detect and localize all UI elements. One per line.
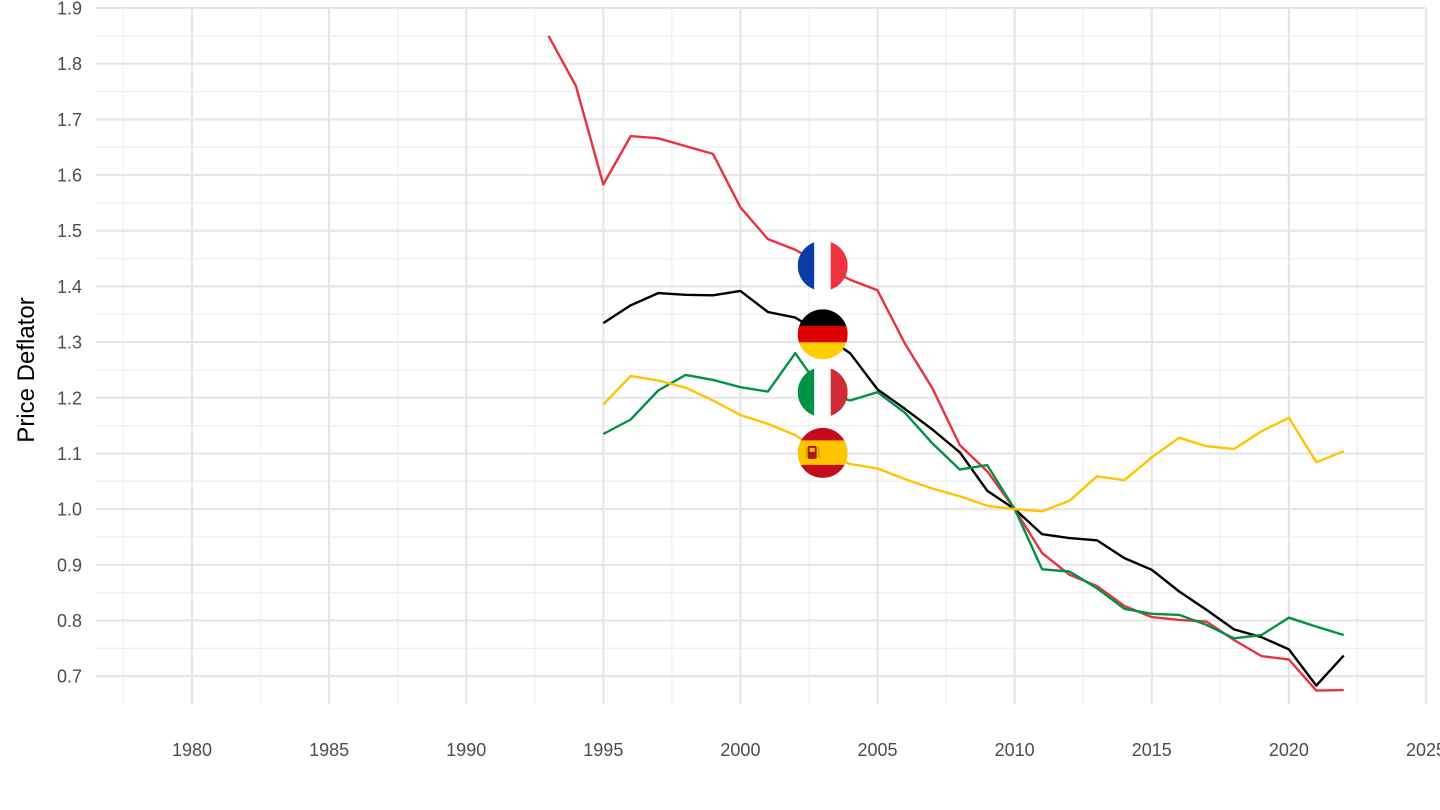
series-lines [547, 35, 1345, 692]
x-tick-label: 1980 [172, 740, 212, 760]
y-tick-label: 1.4 [57, 277, 82, 297]
series-line-france [547, 35, 1344, 692]
x-tick-label: 1990 [446, 740, 486, 760]
y-tick-label: 1.6 [57, 166, 82, 186]
y-tick-label: 0.8 [57, 611, 82, 631]
x-tick-label: 2000 [720, 740, 760, 760]
france-flag-icon [797, 240, 848, 291]
y-tick-label: 0.7 [57, 667, 82, 687]
spain-flag-icon [797, 427, 848, 478]
y-tick-label: 0.9 [57, 555, 82, 575]
y-tick-label: 1.0 [57, 500, 82, 520]
y-tick-label: 1.1 [57, 444, 82, 464]
series-line-germany [602, 289, 1345, 687]
series-line-italy [602, 352, 1345, 640]
y-tick-label: 1.8 [57, 54, 82, 74]
x-tick-label: 2020 [1269, 740, 1309, 760]
series-line-spain [602, 374, 1345, 513]
y-axis-tick-labels: 0.7 0.8 0.9 1.0 1.1 1.2 1.3 1.4 1.5 1.6 1.7 1.8 1.9 [57, 0, 82, 687]
x-tick-label: 2025 [1406, 740, 1440, 760]
major-gridlines [96, 6, 1428, 704]
x-tick-label: 1995 [583, 740, 623, 760]
y-tick-label: 1.7 [57, 110, 82, 130]
x-axis-tick-labels: 1980 1985 1990 1995 2000 2005 2010 2015 2020 2025 [172, 740, 1440, 760]
y-tick-label: 1.5 [57, 221, 82, 241]
y-tick-label: 1.9 [57, 0, 82, 19]
y-axis-title: Price Deflator [13, 297, 40, 442]
x-tick-label: 2015 [1132, 740, 1172, 760]
germany-flag-icon [797, 309, 848, 360]
y-tick-label: 1.3 [57, 333, 82, 353]
x-tick-label: 2005 [858, 740, 898, 760]
italy-flag-icon [797, 367, 848, 418]
y-tick-label: 1.2 [57, 388, 82, 408]
minor-gridlines [96, 8, 1426, 704]
x-tick-label: 1985 [309, 740, 349, 760]
x-tick-label: 2010 [995, 740, 1035, 760]
